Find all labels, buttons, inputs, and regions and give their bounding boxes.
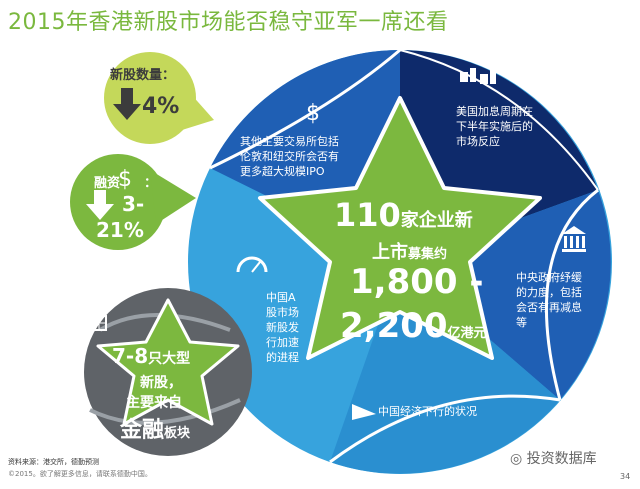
segment-economy-text: 中国经济下行的状况 [378,405,477,418]
fundraising-value-line2: 21% [96,218,144,242]
wechat-icon: ◎ [510,451,523,467]
downtrend-arrow-icon [352,404,376,420]
segment-line: 的力度，包括 [516,286,582,299]
swirl-accent [329,394,561,464]
segment-line: 行加速 [266,336,299,349]
down-arrow-icon [86,190,114,220]
star-line1: 110家企业新 [334,196,473,234]
swirl-accent [209,48,401,170]
swirl-accent [545,188,599,401]
raise-max: 2,200 [340,306,448,346]
segment-line: 会否有再减息 [516,301,582,314]
segment-line: 美国加息周期在 [456,105,533,118]
big-ipo-line3: 主要来自 [126,395,182,411]
swirl-accent [98,313,231,332]
segment-china-a-text: 中国A 股市场 新股发 行加速 的进程 [266,290,299,365]
ipo-count-label: 新股数量： [110,68,176,83]
big-ipo-line2: 新股， [140,375,182,391]
segment-line: 市场反应 [456,135,500,148]
segment-rate-hike-text: 美国加息周期在 下半年实施后的 市场反应 [456,104,533,149]
star-line4: 2,200亿港元 [340,306,487,346]
segment-line: 中央政府纾缓 [516,271,582,284]
big-ipo-sector: 金融 [120,418,165,443]
segment-line: 伦敦和纽交所会否有 [240,150,339,163]
big-ipo-sector-suffix: 板块 [164,426,191,441]
big-ipo-count: 7-8 [112,344,149,368]
center-star [258,96,542,360]
fundraising-value-line1: 3- [122,192,145,216]
star-raise-label: 募集约 [408,247,448,262]
segment-government-text: 中央政府纾缓 的力度，包括 会否有再减息 等 [516,270,582,330]
ipo-company-label: 家企业新 [400,210,473,231]
segment-line: 中国A [266,291,296,304]
segment-line: 等 [516,316,527,329]
dollar-icon: $ [118,167,132,192]
page-title: 2015年香港新股市场能否稳守亚军一席还看 [8,10,449,35]
thumbs-icon [460,68,496,84]
star-line2: 上市募集约 [372,238,447,264]
fundraising-colon: ： [144,176,158,191]
swirl-accent [399,49,599,191]
segment-line: 新股发 [266,321,299,334]
dollar-icon: $ [306,101,320,126]
swirl-accent [89,398,241,425]
government-building-icon [562,226,586,252]
bubble-pointer [182,84,214,130]
speedometer-icon [236,256,268,273]
star-listing-label: 上市 [372,242,408,263]
copyright-note: ©2015。欲了解更多信息，请联系德勤中国。 [8,470,152,478]
building-icon [91,315,107,331]
segment-line: 下半年实施后的 [456,120,533,133]
raise-min: 1,800 - [350,262,484,302]
segment-line: 的进程 [266,351,299,364]
ipo-count-value: 4% [142,94,180,119]
segment-line: 更多超大规模IPO [240,165,325,178]
segment-line: 股市场 [266,306,299,319]
down-arrow-icon [113,88,141,120]
big-ipo-line4: 金融板块 [120,412,190,444]
ipo-count-bubble [104,52,196,144]
fundraising-label: 融资 [94,176,121,191]
watermark: ◎ 投资数据库 [510,448,597,468]
big-ipo-count-unit: 只大型 [148,351,191,367]
fundraising-bubble [70,154,166,250]
segment-line: 其他主要交易所包括 [240,135,339,148]
watermark-text: 投资数据库 [526,451,597,467]
ipo-company-count: 110 [334,196,401,234]
big-ipo-line1: 7-8只大型 [112,344,190,368]
big-ipo-star [96,298,240,426]
segment-exchanges-text: 其他主要交易所包括 伦敦和纽交所会否有 更多超大规模IPO [240,134,339,179]
bubble-pointer [150,170,196,224]
source-note: 资料来源：港交所，德勤预测 [8,458,99,466]
page-number: 34 [620,472,631,481]
raise-unit: 亿港元 [447,326,487,341]
